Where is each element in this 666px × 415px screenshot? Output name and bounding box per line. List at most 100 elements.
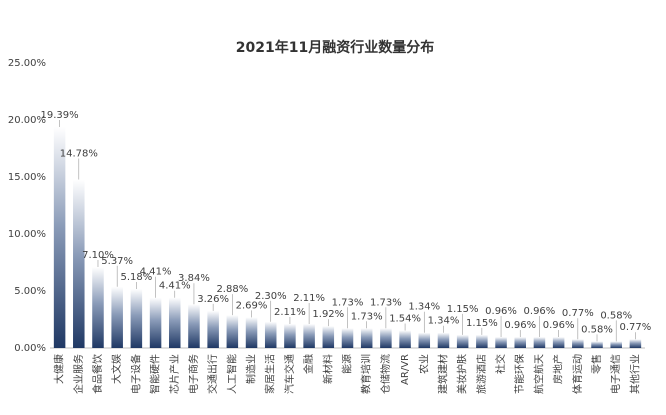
- bar: [188, 304, 200, 348]
- bar: [514, 337, 526, 348]
- x-tick-label: 能源: [341, 354, 354, 374]
- y-tick-label: 20.00%: [8, 115, 46, 126]
- x-tick-label: 航空航天: [532, 354, 545, 394]
- x-tick-label: 交通出行: [206, 354, 219, 394]
- data-label: 2.69%: [236, 300, 268, 311]
- data-label: 0.58%: [581, 324, 613, 335]
- x-tick-label: 家居生活: [264, 354, 277, 394]
- x-tick-label: 农业: [417, 354, 430, 374]
- x-tick-label: 零售: [590, 354, 603, 374]
- y-tick-label: 25.00%: [8, 58, 46, 69]
- x-tick-label: 食品餐饮: [91, 354, 104, 394]
- data-label: 5.37%: [101, 256, 133, 267]
- chart-title: 2021年11月融资行业数量分布: [236, 39, 434, 56]
- data-label: 2.88%: [216, 284, 248, 295]
- data-label: 5.18%: [120, 272, 152, 283]
- bar: [169, 297, 181, 348]
- bar: [264, 321, 277, 348]
- x-tick-label: 大健康: [53, 354, 66, 384]
- data-label: 0.96%: [504, 320, 536, 331]
- data-label: 1.15%: [466, 318, 498, 329]
- data-label: 1.73%: [332, 297, 364, 308]
- data-label: 1.92%: [312, 309, 344, 320]
- x-tick-label: 人工智能: [225, 354, 238, 394]
- bar: [245, 317, 258, 348]
- bar: [207, 310, 219, 348]
- x-tick-label: 社交: [494, 354, 507, 374]
- bar: [495, 337, 507, 348]
- data-label: 3.84%: [178, 273, 210, 284]
- x-tick-label: 教育培训: [360, 354, 373, 394]
- bar: [303, 323, 315, 348]
- bar: [226, 315, 239, 348]
- bar: [341, 328, 354, 348]
- data-label: 0.96%: [524, 306, 556, 317]
- data-label: 19.39%: [41, 110, 79, 121]
- bar: [552, 337, 565, 348]
- x-tick-label: 房地产: [552, 354, 565, 384]
- data-label: 7.10%: [82, 250, 114, 261]
- x-tick-label: 其他行业: [628, 354, 641, 394]
- bar: [111, 286, 123, 348]
- bar: [572, 339, 584, 348]
- bar: [322, 326, 335, 348]
- x-tick-label: 节能环保: [513, 354, 526, 394]
- bar: [591, 341, 603, 348]
- bar: [284, 323, 296, 348]
- data-label: 1.34%: [428, 316, 460, 327]
- data-label: 4.41%: [140, 267, 172, 278]
- data-label: 3.26%: [197, 294, 229, 305]
- x-tick-label: 美妆护肤: [456, 354, 469, 394]
- x-tick-label: 智能硬件: [149, 354, 162, 394]
- data-label: 14.78%: [60, 149, 98, 160]
- x-tick-label: 建筑建材: [436, 354, 449, 394]
- x-tick-label: 大文娱: [110, 354, 123, 384]
- x-tick-label: 电子设备: [129, 354, 142, 394]
- data-label: 1.15%: [447, 304, 479, 315]
- bar: [380, 328, 392, 348]
- data-label: 0.58%: [600, 310, 632, 321]
- bar: [73, 179, 85, 348]
- y-tick-label: 10.00%: [8, 229, 46, 240]
- data-label: 0.96%: [485, 306, 517, 317]
- data-label: 4.41%: [159, 281, 191, 292]
- x-tick-label: 汽车交通: [283, 354, 296, 394]
- y-tick-label: 15.00%: [8, 172, 46, 183]
- bar: [149, 297, 162, 348]
- x-tick-label: 新材料: [321, 354, 334, 384]
- bar: [418, 332, 431, 348]
- x-tick-label: 芯片产业: [168, 354, 181, 394]
- data-label: 0.77%: [562, 308, 594, 319]
- data-label: 1.54%: [389, 313, 421, 324]
- data-label: 0.96%: [543, 320, 575, 331]
- bar: [53, 126, 66, 348]
- bar: [456, 334, 469, 348]
- x-tick-label: 仓储物流: [379, 354, 392, 394]
- x-tick-label: 电子商务: [187, 354, 200, 394]
- x-tick-label: 体育运动: [571, 354, 584, 394]
- data-label: 1.73%: [370, 297, 402, 308]
- x-tick-label: 企业服务: [72, 354, 85, 394]
- bar: [92, 267, 104, 348]
- data-label: 2.11%: [274, 307, 306, 318]
- data-label: 2.30%: [255, 291, 287, 302]
- bar: [399, 330, 411, 348]
- bar: [533, 337, 546, 348]
- data-label: 0.77%: [620, 322, 652, 333]
- data-label: 1.73%: [351, 311, 383, 322]
- bar: [629, 339, 642, 348]
- x-tick-label: AR/VR: [400, 354, 411, 385]
- bar: [610, 341, 622, 348]
- bar: [130, 288, 143, 348]
- x-tick-label: 旅游酒店: [475, 354, 488, 394]
- bar: [360, 328, 373, 348]
- bar: [437, 332, 450, 348]
- bar: [476, 334, 488, 348]
- x-tick-label: 金融: [302, 354, 315, 374]
- data-label: 1.34%: [408, 302, 440, 313]
- x-tick-label: 电子通信: [609, 354, 622, 394]
- y-tick-label: 5.00%: [14, 286, 46, 297]
- data-label: 2.11%: [293, 293, 325, 304]
- y-tick-label: 0.00%: [14, 343, 46, 354]
